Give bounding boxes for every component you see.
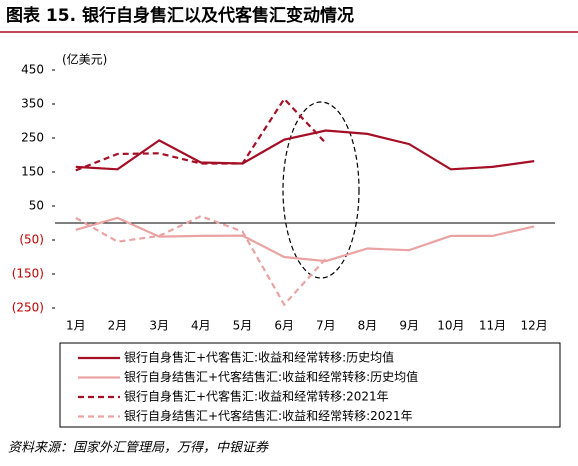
y-tick-label: 150 <box>21 165 44 179</box>
y-tick-label: 50 <box>29 199 44 213</box>
x-tick-label: 3月 <box>149 319 169 333</box>
series-line <box>75 216 535 263</box>
legend-box <box>59 342 561 428</box>
x-tick-label: 12月 <box>521 319 548 333</box>
x-tick-label: 1月 <box>66 319 86 333</box>
legend-label: 银行自身结售汇+代客结售汇:收益和经常转移:2021年 <box>124 408 413 423</box>
y-tick-label: (250) <box>12 301 44 315</box>
y-tick-label: (150) <box>12 267 44 281</box>
x-tick-label: 7月 <box>316 319 336 333</box>
x-tick-label: 8月 <box>358 319 378 333</box>
y-tick-label: 450 <box>21 63 44 77</box>
x-tick-label: 10月 <box>437 319 464 333</box>
chart-title: 图表 15. 银行自身售汇以及代客售汇变动情况 <box>6 5 354 26</box>
legend-label: 银行自身售汇+代客售汇:收益和经常转移:历史均值 <box>124 350 394 365</box>
source: 资料来源：国家外汇管理局，万得，中银证券 <box>8 440 269 456</box>
legend-label: 银行自身结售汇+代客结售汇:收益和经常转移:历史均值 <box>124 369 418 384</box>
x-tick-label: 2月 <box>108 319 128 333</box>
x-tick-label: 9月 <box>399 319 419 333</box>
series-line <box>75 129 535 171</box>
x-tick-label: 11月 <box>479 319 506 333</box>
legend-label: 银行自身售汇+代客售汇:收益和经常转移:2021年 <box>124 389 389 404</box>
x-tick-label: 4月 <box>191 319 211 333</box>
x-tick-label: 6月 <box>274 319 294 333</box>
y-tick-label: 250 <box>21 131 44 145</box>
y-tick-label: (50) <box>19 233 44 247</box>
x-tick-label: 5月 <box>233 319 253 333</box>
y-unit: (亿美元) <box>62 52 107 67</box>
series-line <box>75 97 327 172</box>
series-line <box>75 215 327 307</box>
y-tick-label: 350 <box>21 97 44 111</box>
highlight-ellipse <box>282 101 360 279</box>
